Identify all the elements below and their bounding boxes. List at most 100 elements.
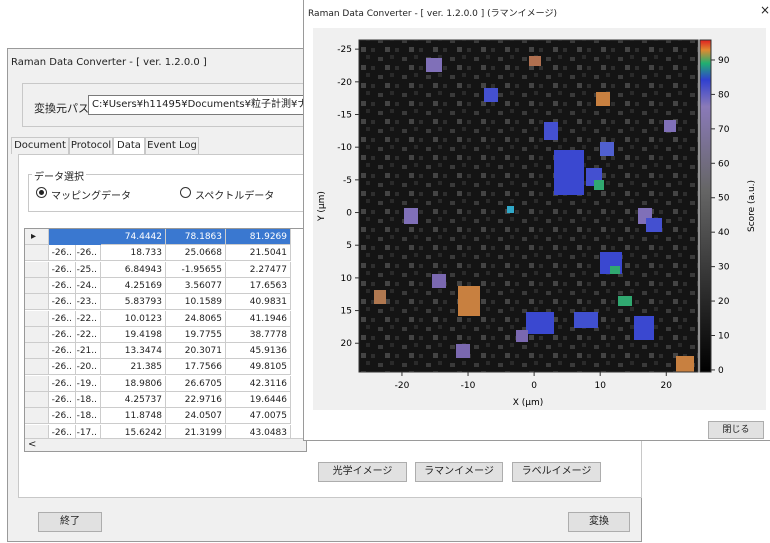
grid-cell[interactable]: 81.9269 <box>226 229 291 245</box>
y-tick-label: 20 <box>341 339 353 349</box>
colorbar-tick-label: 80 <box>718 90 730 100</box>
grid-cell[interactable]: 11.8748 <box>101 408 166 424</box>
grid-cell[interactable]: 21.5041 <box>226 245 291 261</box>
grid-cell[interactable]: 10.0123 <box>101 311 166 327</box>
y-tick-label: 5 <box>346 241 352 251</box>
grid-cell[interactable]: -25.. <box>76 262 101 278</box>
close-button[interactable]: 閉じる <box>708 421 764 439</box>
y-axis-label: Y (μm) <box>317 191 327 222</box>
grid-cell[interactable]: -26.. <box>76 245 101 261</box>
page: {"main_window":{"title":"Raman Data Conv… <box>0 0 770 543</box>
x-tick-label: 10 <box>594 381 606 391</box>
grid-cell[interactable]: -22.. <box>76 311 101 327</box>
grid-cell[interactable]: -26.. <box>49 311 76 327</box>
grid-cell[interactable]: -20.. <box>76 359 101 375</box>
y-tick-label: -10 <box>337 143 352 153</box>
grid-cell[interactable]: 24.8065 <box>166 311 226 327</box>
y-tick-label: -25 <box>337 45 352 55</box>
colorbar-tick-label: 20 <box>718 297 730 307</box>
x-tick-label: -10 <box>461 381 476 391</box>
grid-cell[interactable]: 20.3071 <box>166 343 226 359</box>
optical-button[interactable]: 光学イメージ <box>318 462 407 482</box>
grid-cell[interactable]: -26.. <box>49 327 76 343</box>
grid-cell[interactable]: 19.7755 <box>166 327 226 343</box>
grid-cell[interactable]: -26.. <box>49 408 76 424</box>
grid-cell[interactable]: 45.9136 <box>226 343 291 359</box>
grid-cell[interactable]: 78.1863 <box>166 229 226 245</box>
h-scrollbar[interactable] <box>25 438 306 452</box>
row-header <box>25 392 49 408</box>
grid-cell[interactable]: 40.9831 <box>226 294 291 310</box>
row-header <box>25 311 49 327</box>
convert-button[interactable]: 変換 <box>568 512 630 532</box>
grid-cell[interactable]: 4.25169 <box>101 278 166 294</box>
grid-cell[interactable]: -26.. <box>49 278 76 294</box>
colorbar-tick-label: 0 <box>718 366 724 376</box>
grid-cell[interactable]: -26.. <box>49 294 76 310</box>
tab[interactable]: Event Log <box>145 137 199 154</box>
grid-cell[interactable]: 21.385 <box>101 359 166 375</box>
label-button[interactable]: ラベルイメージ <box>512 462 601 482</box>
row-header <box>25 278 49 294</box>
radio[interactable] <box>180 187 191 198</box>
grid-cell[interactable]: 3.56077 <box>166 278 226 294</box>
row-header <box>25 245 49 261</box>
grid-cell[interactable]: 49.8105 <box>226 359 291 375</box>
grid-cell[interactable]: -26.. <box>49 343 76 359</box>
radio-label[interactable]: マッピングデータ <box>51 187 131 202</box>
raman-window: Raman Data Converter - [ ver. 1.2.0.0 ] … <box>303 0 770 441</box>
grid-cell[interactable]: 22.9716 <box>166 392 226 408</box>
grid-cell[interactable]: -22.. <box>76 327 101 343</box>
grid-cell[interactable]: 5.83793 <box>101 294 166 310</box>
grid-cell[interactable]: -23.. <box>76 294 101 310</box>
grid-cell[interactable]: -1.95655 <box>166 262 226 278</box>
grid-cell[interactable]: -26.. <box>49 245 76 261</box>
tab[interactable]: Data <box>113 137 145 154</box>
grid-cell[interactable]: -18.. <box>76 408 101 424</box>
grid-cell[interactable]: 38.7778 <box>226 327 291 343</box>
grid-cell[interactable]: 24.0507 <box>166 408 226 424</box>
grid-cell[interactable]: -21.. <box>76 343 101 359</box>
tab[interactable]: Protocol <box>69 137 113 154</box>
tab[interactable]: Document <box>11 137 69 154</box>
grid-cell[interactable]: -26.. <box>49 376 76 392</box>
x-tick-label: 0 <box>531 381 537 391</box>
grid-cell[interactable]: 19.4198 <box>101 327 166 343</box>
row-header <box>25 294 49 310</box>
grid-cell[interactable]: -26.. <box>49 262 76 278</box>
grid-cell[interactable]: 47.0075 <box>226 408 291 424</box>
grid-cell[interactable]: 74.4442 <box>101 229 166 245</box>
grid-cell[interactable]: -18.. <box>76 392 101 408</box>
radio-dot <box>39 190 44 195</box>
grid-cell[interactable]: 41.1946 <box>226 311 291 327</box>
grid-cell[interactable]: 17.6563 <box>226 278 291 294</box>
colorbar-tick-label: 30 <box>718 263 730 273</box>
exit-button[interactable]: 終了 <box>38 512 102 532</box>
grid-cell[interactable]: 4.25737 <box>101 392 166 408</box>
grid-cell[interactable]: -26.. <box>49 359 76 375</box>
grid-cell[interactable]: 26.6705 <box>166 376 226 392</box>
radio-label[interactable]: スペクトルデータ <box>195 187 274 202</box>
grid-cell[interactable]: 13.3474 <box>101 343 166 359</box>
y-tick-label: 15 <box>341 307 352 317</box>
grid-cell[interactable]: 19.6446 <box>226 392 291 408</box>
grid-cell[interactable]: 17.7566 <box>166 359 226 375</box>
grid-cell[interactable]: -26.. <box>49 392 76 408</box>
y-tick-label: 10 <box>341 274 353 284</box>
grid-cell[interactable]: -24.. <box>76 278 101 294</box>
grid-cell[interactable]: 25.0668 <box>166 245 226 261</box>
raman-button[interactable]: ラマンイメージ <box>415 462 503 482</box>
grid-cell[interactable]: 2.27477 <box>226 262 291 278</box>
grid-cell[interactable]: 18.733 <box>101 245 166 261</box>
grid-cell[interactable]: 42.3116 <box>226 376 291 392</box>
path-label: 変換元パス <box>34 100 89 116</box>
grid-cell[interactable]: -19.. <box>76 376 101 392</box>
window-title: Raman Data Converter - [ ver. 1.2.0.0 ] <box>11 57 207 68</box>
grid-cell[interactable]: 10.1589 <box>166 294 226 310</box>
colorbar-tick-label: 60 <box>718 159 730 169</box>
grid-cell[interactable]: 18.9806 <box>101 376 166 392</box>
scroll-left[interactable]: < <box>28 438 36 451</box>
radio-checked[interactable] <box>36 187 47 198</box>
grid-cell[interactable]: 6.84943 <box>101 262 166 278</box>
